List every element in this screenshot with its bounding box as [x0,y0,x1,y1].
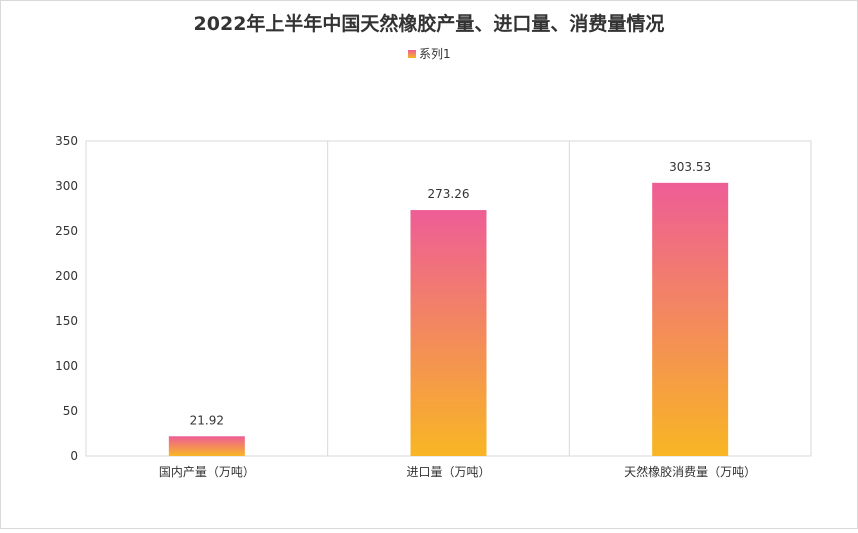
y-tick-label: 100 [55,359,78,373]
bar [652,182,729,456]
y-tick-label: 200 [55,269,78,283]
x-category-label: 进口量（万吨） [406,465,490,479]
y-tick-label: 50 [63,404,78,418]
data-label: 303.53 [669,160,711,174]
bar [168,436,245,456]
y-tick-label: 0 [70,449,78,463]
x-category-label: 国内产量（万吨） [159,465,255,479]
chart-title: 2022年上半年中国天然橡胶产量、进口量、消费量情况 [194,12,665,35]
data-label: 273.26 [428,187,470,201]
legend: 系列1 [408,47,451,61]
legend-swatch [408,50,416,58]
plot-area: 0 50 100 150 200 250 300 350 21.92 国内产量（万吨） 273.26… [55,134,812,479]
x-category-label: 天然橡胶消费量（万吨） [624,464,756,479]
legend-label: 系列1 [419,47,451,61]
y-tick-label: 250 [55,224,78,238]
y-tick-label: 150 [55,314,78,328]
bar [410,210,487,456]
y-tick-label: 350 [55,134,78,148]
data-label: 21.92 [190,413,224,427]
y-tick-label: 300 [55,179,78,193]
